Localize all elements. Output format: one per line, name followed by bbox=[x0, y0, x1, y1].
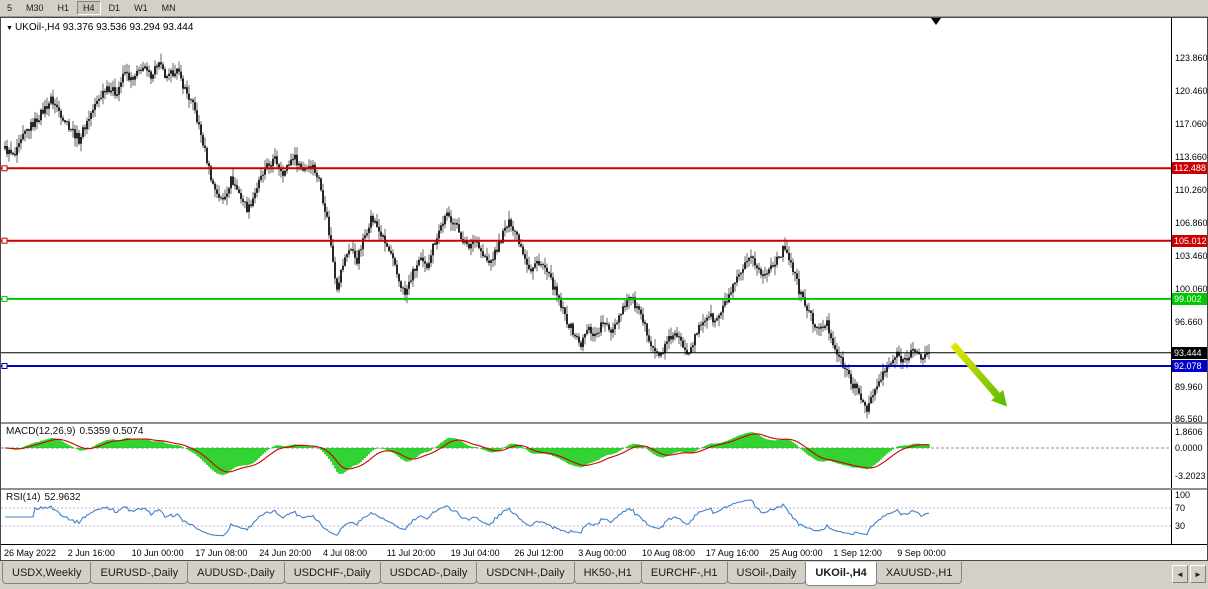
rsi-tick-label: 30 bbox=[1175, 521, 1186, 531]
time-label: 10 Aug 08:00 bbox=[642, 548, 696, 558]
price-tick-label: 110.260 bbox=[1175, 184, 1207, 195]
macd-values: 0.5359 0.5074 bbox=[79, 426, 144, 437]
pane-separator[interactable] bbox=[1, 488, 1207, 490]
time-label: 26 Jul 12:00 bbox=[514, 548, 564, 558]
chart-tab-usdx-weekly[interactable]: USDX,Weekly bbox=[2, 562, 92, 584]
chart-tab-usdcad-daily[interactable]: USDCAD-,Daily bbox=[379, 562, 478, 584]
price-tick-label: 96.660 bbox=[1175, 316, 1203, 327]
time-label: 10 Jun 00:00 bbox=[131, 548, 184, 558]
chart-tab-bar: USDX,Weekly EURUSD-,Daily AUDUSD-,Daily USD… bbox=[0, 561, 1208, 589]
time-label: 17 Jun 08:00 bbox=[195, 548, 248, 558]
timeframe-button-m30[interactable]: M30 bbox=[20, 1, 50, 15]
time-label: 11 Jul 20:00 bbox=[386, 548, 436, 558]
dropdown-triangle-icon: ▼ bbox=[6, 25, 13, 32]
tab-scroll-buttons: ◄ ► bbox=[1172, 565, 1206, 583]
macd-chart[interactable] bbox=[1, 424, 1171, 488]
time-label: 17 Aug 16:00 bbox=[705, 548, 759, 558]
timeframe-button-d1[interactable]: D1 bbox=[102, 1, 127, 15]
price-shift-marker-icon[interactable] bbox=[931, 18, 941, 25]
rsi-chart[interactable] bbox=[1, 490, 1171, 544]
timeframe-toolbar: 5 M30 H1 H4 D1 W1 MN bbox=[0, 0, 1208, 17]
chart-tab-eurusd-daily[interactable]: EURUSD-,Daily bbox=[90, 562, 189, 584]
rsi-name: RSI(14) bbox=[6, 492, 41, 503]
tab-scroll-right-button[interactable]: ► bbox=[1190, 565, 1206, 583]
macd-pane[interactable]: MACD(12,26,9) 0.5359 0.5074 1.8606 0.0000 -… bbox=[1, 424, 1207, 488]
price-tag: 99.002 bbox=[1172, 292, 1207, 305]
rsi-tick-label: 100 bbox=[1175, 490, 1191, 500]
chart-header: ▼ UKOil-,H4 93.376 93.536 93.294 93.444 bbox=[6, 22, 193, 33]
line-handle[interactable] bbox=[1, 165, 8, 172]
candle-wicks bbox=[4, 53, 930, 419]
time-label: 1 Sep 12:00 bbox=[833, 548, 882, 558]
chart-tab-usoil-daily[interactable]: USOil-,Daily bbox=[726, 562, 807, 584]
macd-axis: 1.8606 0.0000 -3.2023 bbox=[1171, 424, 1207, 488]
time-label: 3 Aug 00:00 bbox=[578, 548, 627, 558]
time-label: 26 May 2022 bbox=[4, 548, 57, 558]
timeframe-button-w1[interactable]: W1 bbox=[128, 1, 154, 15]
price-tick-label: 103.460 bbox=[1175, 250, 1207, 261]
price-tag: 93.444 bbox=[1172, 346, 1207, 359]
price-tick-label: 89.960 bbox=[1175, 381, 1203, 392]
rsi-value: 52.9632 bbox=[44, 492, 81, 503]
macd-histogram bbox=[6, 432, 930, 475]
price-tick-label: 106.860 bbox=[1175, 217, 1207, 228]
price-tick-label: 120.460 bbox=[1175, 86, 1207, 97]
macd-tick-label: 0.0000 bbox=[1175, 443, 1203, 453]
main-chart-pane[interactable]: ▼ UKOil-,H4 93.376 93.536 93.294 93.444 1… bbox=[1, 18, 1207, 422]
rsi-line bbox=[5, 499, 930, 537]
timeframe-button-5[interactable]: 5 bbox=[1, 1, 19, 15]
time-label: 19 Jul 04:00 bbox=[450, 548, 500, 558]
line-handle[interactable] bbox=[1, 237, 8, 244]
price-axis[interactable]: 123.860 120.460 117.060 113.660 110.260 106.8… bbox=[1171, 18, 1207, 422]
candlestick-chart[interactable] bbox=[1, 18, 1171, 422]
rsi-label: RSI(14) 52.9632 bbox=[6, 492, 81, 503]
chart-tab-usdchf-daily[interactable]: USDCHF-,Daily bbox=[283, 562, 381, 584]
macd-signal-line bbox=[4, 433, 929, 473]
time-axis[interactable]: 26 May 2022 2 Jun 16:00 10 Jun 00:00 17 Jun… bbox=[1, 544, 1207, 560]
price-tick-label: 113.660 bbox=[1175, 151, 1207, 162]
macd-label: MACD(12,26,9) 0.5359 0.5074 bbox=[6, 426, 143, 437]
timeframe-button-mn[interactable]: MN bbox=[155, 1, 182, 15]
chart-tab-eurchf-h1[interactable]: EURCHF-,H1 bbox=[640, 562, 728, 584]
chart-symbol-title: UKOil-,H4 bbox=[14, 22, 60, 33]
time-label: 24 Jun 20:00 bbox=[259, 548, 312, 558]
chart-tab-xauusd-h1[interactable]: XAUUSD-,H1 bbox=[875, 562, 963, 584]
chart-window[interactable]: ▼ UKOil-,H4 93.376 93.536 93.294 93.444 1… bbox=[0, 17, 1208, 561]
time-label: 2 Jun 16:00 bbox=[67, 548, 115, 558]
timeframe-button-h1[interactable]: H1 bbox=[51, 1, 76, 15]
timeframe-button-h4[interactable]: H4 bbox=[77, 1, 101, 15]
chart-tab-ukoil-h4[interactable]: UKOil-,H4 bbox=[805, 562, 877, 586]
price-tick-label: 86.560 bbox=[1175, 414, 1203, 422]
macd-tick-label: 1.8606 bbox=[1175, 426, 1203, 437]
price-tick-label: 123.860 bbox=[1175, 53, 1207, 64]
chart-ohlc-values: 93.376 93.536 93.294 93.444 bbox=[62, 22, 194, 33]
tab-scroll-left-button[interactable]: ◄ bbox=[1172, 565, 1188, 583]
macd-tick-label: -3.2023 bbox=[1175, 471, 1206, 482]
line-handle[interactable] bbox=[1, 295, 8, 302]
rsi-pane[interactable]: RSI(14) 52.9632 100 70 30 bbox=[1, 490, 1207, 544]
price-tag: 112.488 bbox=[1172, 162, 1207, 175]
tab-strip: USDX,Weekly EURUSD-,Daily AUDUSD-,Daily USD… bbox=[2, 562, 963, 586]
time-label: 25 Aug 00:00 bbox=[769, 548, 823, 558]
rsi-axis: 100 70 30 bbox=[1171, 490, 1207, 544]
price-tag: 105.012 bbox=[1172, 234, 1207, 247]
pane-separator[interactable] bbox=[1, 422, 1207, 424]
time-label: 9 Sep 00:00 bbox=[897, 548, 946, 558]
price-tick-label: 117.060 bbox=[1175, 118, 1207, 129]
price-tick-label: 100.060 bbox=[1175, 283, 1207, 294]
trend-arrow-head-icon[interactable] bbox=[991, 389, 1007, 407]
candle-bodies bbox=[4, 62, 930, 412]
chart-tab-usdcnh-daily[interactable]: USDCNH-,Daily bbox=[476, 562, 575, 584]
chart-tab-hk50-h1[interactable]: HK50-,H1 bbox=[573, 562, 642, 584]
time-label: 4 Jul 08:00 bbox=[323, 548, 368, 558]
trend-arrow-shaft[interactable] bbox=[950, 342, 1000, 398]
chart-tab-audusd-daily[interactable]: AUDUSD-,Daily bbox=[187, 562, 285, 584]
macd-name: MACD(12,26,9) bbox=[6, 426, 76, 437]
line-handle[interactable] bbox=[1, 363, 8, 369]
rsi-tick-label: 70 bbox=[1175, 503, 1186, 513]
price-tag: 92.078 bbox=[1172, 360, 1207, 373]
